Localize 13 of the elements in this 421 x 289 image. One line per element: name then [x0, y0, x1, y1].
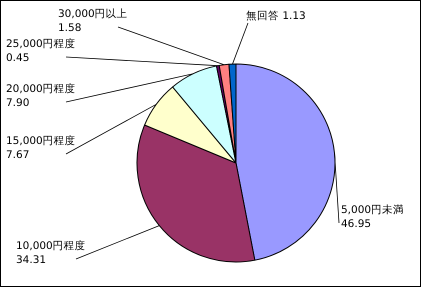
slice-label: 10,000円程度 — [16, 239, 86, 252]
data-label: 0.45 — [6, 52, 30, 64]
slice-label: 25,000円程度 — [6, 37, 76, 50]
slice-label: 20,000円程度 — [6, 82, 76, 95]
data-label: 34.31 — [16, 254, 46, 266]
slice-label: 15,000円程度 — [6, 134, 76, 147]
data-label: 7.67 — [6, 149, 30, 161]
slice-label: 無回答 1.13 — [246, 10, 306, 22]
slice-label: 5,000円未満 — [341, 203, 404, 216]
data-label: 1.58 — [58, 22, 82, 34]
data-label: 7.90 — [6, 97, 30, 109]
data-label: 46.95 — [341, 218, 372, 230]
slice-label: 30,000円以上 — [58, 7, 128, 20]
